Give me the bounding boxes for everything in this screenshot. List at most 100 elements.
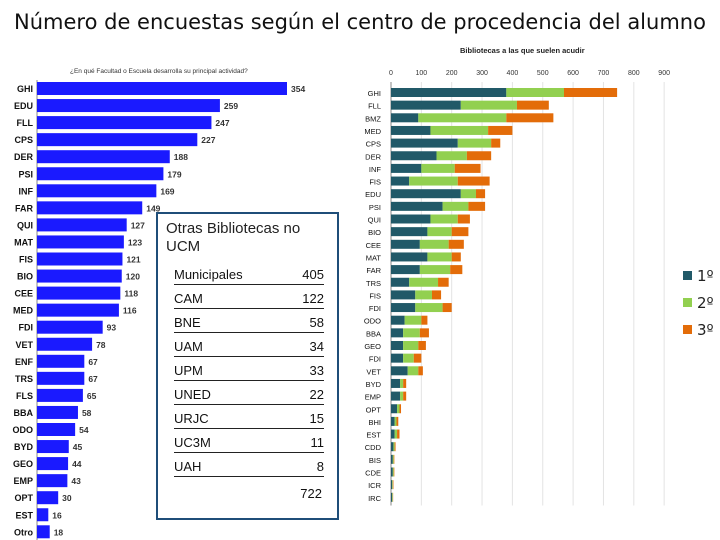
right-bar-segment <box>391 252 428 262</box>
legend-swatch <box>683 325 692 334</box>
left-value-label: 45 <box>73 442 83 452</box>
right-bar-segment <box>391 467 393 477</box>
right-bar-segment <box>396 416 399 426</box>
right-bar-segment <box>418 341 426 350</box>
left-bar <box>37 235 124 249</box>
left-bar <box>37 252 123 266</box>
legend-label: 2º <box>697 293 714 312</box>
right-bar-segment <box>418 366 423 376</box>
right-bar-segment <box>391 416 395 426</box>
right-category-label: EMP <box>365 393 381 402</box>
left-value-label: 188 <box>174 152 188 162</box>
left-category-label: BIO <box>17 272 33 282</box>
other-library-name: UC3M <box>174 435 211 450</box>
right-bar-segment <box>436 151 467 161</box>
left-bar <box>37 405 78 419</box>
other-library-row: UC3M 11 <box>174 432 324 453</box>
right-bar-segment <box>391 227 428 237</box>
right-x-tick-label: 100 <box>416 70 428 77</box>
other-library-value: 8 <box>316 459 324 474</box>
other-library-name: Municipales <box>174 267 243 282</box>
right-bar-segment <box>391 315 405 325</box>
right-bar-segment <box>391 328 404 338</box>
left-value-label: 247 <box>215 118 229 128</box>
other-library-name: CAM <box>174 291 203 306</box>
other-library-value: 11 <box>310 435 325 450</box>
legend-swatch <box>683 271 692 280</box>
right-bar-segment <box>391 214 431 224</box>
right-x-tick-label: 0 <box>389 70 393 77</box>
other-libraries-panel: Otras Bibliotecas no UCM Municipales 405 C… <box>156 212 339 520</box>
right-bar-segment <box>391 138 458 148</box>
right-bar-segment <box>391 442 394 452</box>
left-category-label: FIS <box>19 255 33 265</box>
right-category-label: TRS <box>366 279 381 288</box>
left-category-label: INF <box>19 186 34 196</box>
left-value-label: 179 <box>167 169 181 179</box>
other-libraries-total: 722 <box>300 486 322 501</box>
left-category-label: OPT <box>14 493 33 503</box>
left-bar <box>37 116 212 130</box>
left-value-label: 116 <box>123 306 137 316</box>
left-bar <box>37 508 49 522</box>
right-bar-segment <box>450 265 463 275</box>
right-category-label: MED <box>364 127 381 136</box>
right-bar-segment <box>421 315 428 325</box>
right-bar-segment <box>397 404 400 414</box>
right-bar-segment <box>460 100 517 110</box>
right-bar-segment <box>407 366 419 376</box>
right-bar-segment <box>506 88 564 97</box>
other-library-row: UAM 34 <box>174 336 324 357</box>
right-bar-segment <box>392 492 393 502</box>
right-bar-segment <box>448 239 464 249</box>
right-bar-segment <box>391 265 420 275</box>
legend-label: 3º <box>697 320 714 339</box>
other-library-value: 33 <box>309 363 324 378</box>
other-library-row: URJC 15 <box>174 408 324 429</box>
right-category-label: FIS <box>369 178 381 187</box>
right-bar-segment <box>419 328 429 338</box>
left-category-label: QUI <box>17 220 33 230</box>
left-value-label: 123 <box>128 237 142 247</box>
left-value-label: 121 <box>126 255 140 265</box>
right-bar-segment <box>393 442 395 452</box>
other-library-value: 122 <box>302 291 324 306</box>
right-x-tick-label: 400 <box>507 70 519 77</box>
right-bar-segment <box>457 138 492 148</box>
left-value-label: 54 <box>79 425 89 435</box>
right-category-label: BIO <box>368 228 381 237</box>
legend-item: 3º <box>683 316 714 343</box>
left-category-label: TRS <box>15 374 33 384</box>
left-bar <box>37 201 143 215</box>
right-bar-segment <box>391 239 420 249</box>
left-bar <box>37 99 220 113</box>
left-bar <box>37 388 83 402</box>
left-category-label: ENF <box>15 357 34 367</box>
right-bar-segment <box>454 163 481 173</box>
right-bar-segment <box>391 189 461 199</box>
right-category-label: FLL <box>368 102 381 111</box>
right-bar-segment <box>391 353 404 363</box>
right-bar-segment <box>391 303 416 313</box>
right-bar-segment <box>516 100 549 110</box>
right-category-label: GEO <box>364 342 381 351</box>
left-category-label: Otro <box>14 527 34 537</box>
right-bar-segment <box>442 303 452 313</box>
right-bar-segment <box>430 125 489 135</box>
left-bar <box>37 457 69 471</box>
right-bar-segment <box>403 353 414 363</box>
right-bar-segment <box>391 113 419 123</box>
other-library-name: BNE <box>174 315 201 330</box>
other-library-name: UAM <box>174 339 203 354</box>
right-category-label: CDE <box>365 469 381 478</box>
right-x-tick-label: 700 <box>598 70 610 77</box>
left-value-label: 93 <box>107 323 117 333</box>
legend-swatch <box>683 298 692 307</box>
left-category-label: MAT <box>14 237 33 247</box>
right-bar-segment <box>457 214 470 224</box>
right-bar-segment <box>397 429 400 439</box>
right-bar-segment <box>391 480 393 490</box>
right-bar-segment <box>391 151 437 161</box>
right-bar-segment <box>415 290 432 300</box>
right-bar-segment <box>391 163 422 173</box>
